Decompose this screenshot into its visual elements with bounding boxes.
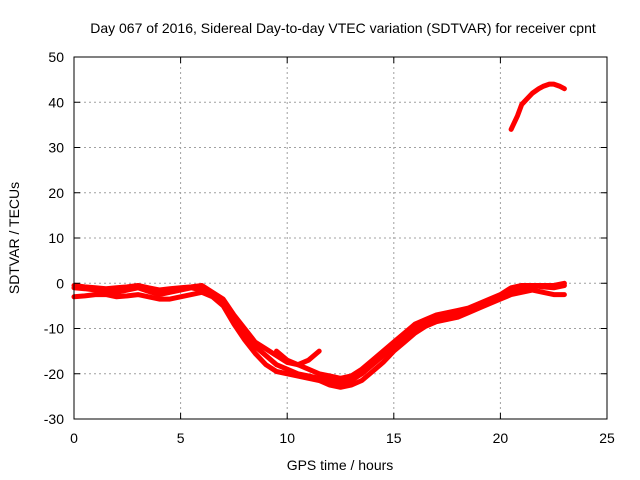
series-line-track-3 [71, 280, 567, 381]
series-line-track-4 [274, 348, 322, 368]
x-tick-label: 0 [70, 430, 78, 446]
y-axis-ticks: -30 -20 -10 0 10 20 30 40 50 [44, 49, 607, 427]
grid [74, 57, 607, 419]
x-tick-label: 5 [177, 430, 185, 446]
y-tick-label: -30 [44, 411, 64, 427]
y-axis-label: SDTVAR / TECUs [6, 182, 22, 294]
x-tick-label: 10 [279, 430, 295, 446]
y-tick-label: 50 [48, 49, 64, 65]
y-tick-label: 0 [56, 275, 64, 291]
x-tick-label: 20 [493, 430, 509, 446]
x-tick-label: 25 [599, 430, 615, 446]
y-tick-label: 20 [48, 185, 64, 201]
series-line-track-5 [508, 81, 567, 132]
x-axis-ticks: 0 5 10 15 20 25 [70, 57, 615, 446]
x-tick-label: 15 [386, 430, 402, 446]
y-tick-label: -20 [44, 366, 64, 382]
y-tick-label: 30 [48, 140, 64, 156]
y-tick-label: -10 [44, 321, 64, 337]
y-tick-label: 10 [48, 230, 64, 246]
y-tick-label: 40 [48, 94, 64, 110]
x-axis-label: GPS time / hours [287, 457, 394, 473]
chart-title: Day 067 of 2016, Sidereal Day-to-day VTE… [90, 20, 596, 36]
series-line-track-2 [71, 287, 567, 390]
series-group [71, 81, 567, 390]
